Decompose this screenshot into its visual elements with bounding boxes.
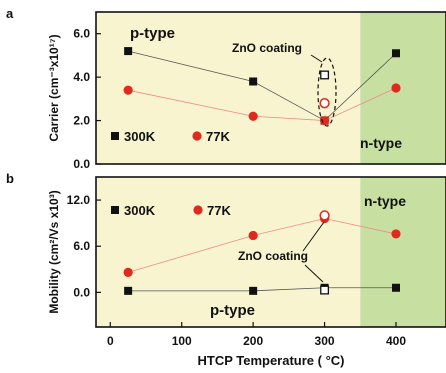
p-type-region — [96, 177, 361, 327]
data-point-300k — [249, 286, 258, 295]
open-point-300k — [320, 285, 330, 295]
legend-300k-marker — [111, 132, 119, 140]
panel-label-b: b — [6, 171, 14, 186]
legend: 300K 77K — [111, 129, 230, 144]
series-300k-line — [128, 287, 396, 292]
data-point-77k — [248, 230, 258, 241]
p-type-label: p-type — [210, 302, 255, 319]
x-tick-label: 0 — [107, 334, 114, 348]
y-axis-label: Carrier (cm⁻³x10¹⁷) — [47, 34, 61, 141]
data-point-300k — [392, 49, 400, 58]
n-type-label: n-type — [364, 193, 406, 209]
annotation-arrow — [304, 264, 324, 283]
x-tick-label: 300 — [315, 334, 335, 348]
data-point-77k — [123, 85, 133, 95]
y-tick-label: 0.0 — [73, 157, 90, 171]
data-point-77k — [123, 267, 133, 277]
legend-77k-label: 77K — [206, 129, 230, 144]
series-300k-line — [128, 50, 397, 122]
data-point-77k — [391, 229, 401, 239]
panel-a: 0.0 2.0 4.0 6.0 a Carrier (cm⁻³x10¹⁷) p-typ… — [6, 6, 446, 171]
y-tick-label: 4.0 — [73, 70, 90, 84]
y-tick-label: 2.0 — [73, 114, 90, 128]
y-tick-label: 0.0 — [73, 285, 90, 299]
n-type-region — [360, 177, 446, 327]
panel-b: 0.0 6.0 12.0 0 100 200 300 400 b Mobility (cm²… — [6, 171, 446, 368]
legend-77k-marker — [192, 131, 202, 141]
data-point-77k — [391, 83, 401, 93]
data-point-300k — [124, 47, 133, 56]
data-point-77k — [319, 115, 330, 126]
n-type-label: n-type — [360, 135, 402, 151]
panel-label-a: a — [6, 6, 14, 21]
zno-coating-annotation: ZnO coating — [238, 249, 308, 263]
n-type-region — [360, 12, 446, 164]
plot-frame — [95, 11, 446, 165]
series-77k-line — [128, 87, 397, 121]
x-axis-label: HTCP Temperature ( °C) — [197, 353, 344, 368]
legend-300k-label: 300K — [124, 129, 156, 144]
data-point-300k — [392, 283, 400, 292]
data-point-300k — [249, 77, 258, 86]
open-point-77k — [319, 210, 330, 221]
legend-300k-marker — [111, 206, 119, 214]
data-point-77k — [248, 111, 258, 121]
legend-300k-label: 300K — [124, 203, 156, 218]
open-point-77k — [319, 98, 330, 109]
y-tick-label: 6.0 — [73, 239, 90, 253]
series-77k-line — [128, 218, 397, 273]
x-tick-label: 200 — [243, 334, 263, 348]
x-tick-label: 400 — [386, 334, 406, 348]
y-tick-label: 12.0 — [67, 193, 91, 207]
annotation-arrow — [302, 221, 325, 252]
open-point-300k — [320, 70, 330, 80]
p-type-label: p-type — [130, 25, 175, 42]
legend-77k-label: 77K — [207, 203, 231, 218]
plot-frame — [95, 176, 446, 328]
p-type-region — [96, 12, 361, 164]
x-tick-label: 100 — [172, 334, 192, 348]
y-tick-label: 6.0 — [73, 27, 90, 41]
zno-highlight-ellipse — [317, 57, 337, 127]
legend-77k-marker — [193, 205, 203, 215]
y-axis-label: Mobility (cm²/Vs x10³) — [47, 190, 61, 313]
legend: 300K 77K — [111, 203, 231, 218]
annotation-arrow — [310, 54, 323, 63]
data-point-300k — [124, 286, 133, 295]
zno-coating-annotation: ZnO coating — [232, 41, 302, 55]
